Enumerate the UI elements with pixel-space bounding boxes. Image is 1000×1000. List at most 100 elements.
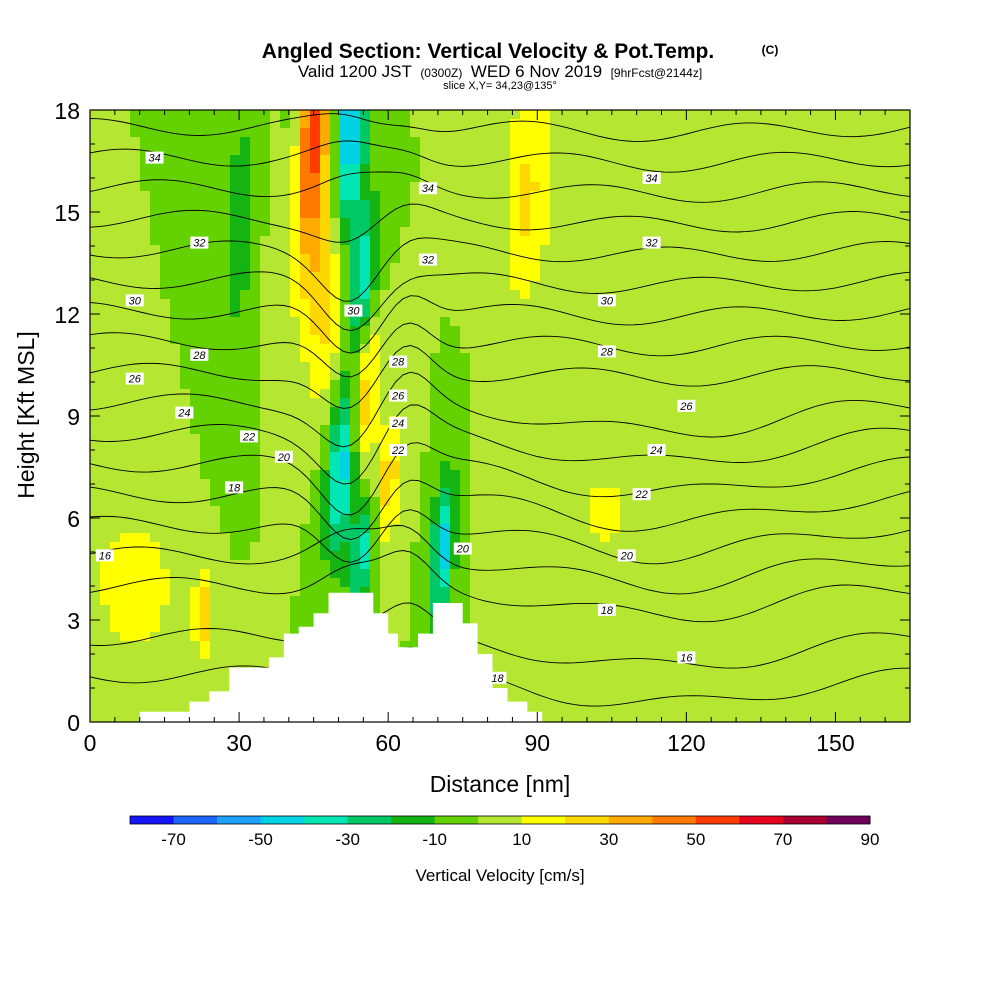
velocity-cell xyxy=(500,110,511,120)
velocity-cell xyxy=(670,479,681,489)
velocity-cell xyxy=(540,524,551,534)
velocity-cell xyxy=(800,362,811,372)
velocity-cell xyxy=(860,470,871,480)
velocity-cell xyxy=(110,191,121,201)
velocity-cell xyxy=(600,173,611,183)
velocity-cell xyxy=(680,416,691,426)
velocity-cell xyxy=(330,578,341,588)
velocity-cell xyxy=(190,452,201,462)
velocity-cell xyxy=(540,416,551,426)
velocity-cell xyxy=(700,362,711,372)
velocity-cell xyxy=(250,524,261,534)
velocity-cell xyxy=(350,146,361,156)
velocity-cell xyxy=(520,461,531,471)
velocity-cell xyxy=(600,164,611,174)
velocity-cell xyxy=(720,137,731,147)
velocity-cell xyxy=(660,308,671,318)
velocity-cell xyxy=(670,245,681,255)
velocity-cell xyxy=(800,272,811,282)
velocity-cell xyxy=(250,281,261,291)
velocity-cell xyxy=(170,200,181,210)
velocity-cell xyxy=(390,560,401,570)
velocity-cell xyxy=(700,650,711,660)
velocity-cell xyxy=(460,335,471,345)
velocity-cell xyxy=(170,542,181,552)
velocity-cell xyxy=(540,236,551,246)
velocity-cell xyxy=(180,380,191,390)
velocity-cell xyxy=(110,182,121,192)
velocity-cell xyxy=(110,146,121,156)
velocity-cell xyxy=(170,470,181,480)
velocity-cell xyxy=(760,290,771,300)
velocity-cell xyxy=(180,497,191,507)
velocity-cell xyxy=(480,254,491,264)
velocity-cell xyxy=(660,623,671,633)
velocity-cell xyxy=(350,236,361,246)
velocity-cell xyxy=(900,236,910,246)
velocity-cell xyxy=(510,515,521,525)
velocity-cell xyxy=(690,182,701,192)
velocity-cell xyxy=(260,605,271,615)
velocity-cell xyxy=(440,209,451,219)
velocity-cell xyxy=(310,506,321,516)
velocity-cell xyxy=(270,380,281,390)
velocity-cell xyxy=(170,596,181,606)
velocity-cell xyxy=(370,425,381,435)
velocity-cell xyxy=(760,209,771,219)
velocity-cell xyxy=(820,488,831,498)
velocity-cell xyxy=(240,245,251,255)
velocity-cell xyxy=(370,281,381,291)
velocity-cell xyxy=(290,587,301,597)
velocity-cell xyxy=(440,542,451,552)
velocity-cell xyxy=(540,146,551,156)
velocity-cell xyxy=(220,362,231,372)
velocity-cell xyxy=(490,434,501,444)
velocity-cell xyxy=(770,614,781,624)
velocity-cell xyxy=(370,236,381,246)
velocity-cell xyxy=(560,560,571,570)
velocity-cell xyxy=(650,164,661,174)
velocity-cell xyxy=(360,407,371,417)
velocity-cell xyxy=(140,209,151,219)
velocity-cell xyxy=(700,515,711,525)
velocity-cell xyxy=(710,470,721,480)
velocity-cell xyxy=(520,281,531,291)
velocity-cell xyxy=(490,353,501,363)
velocity-cell xyxy=(900,533,910,543)
velocity-cell xyxy=(240,254,251,264)
velocity-cell xyxy=(460,479,471,489)
velocity-cell xyxy=(190,128,201,138)
velocity-cell xyxy=(380,353,391,363)
velocity-cell xyxy=(630,650,641,660)
velocity-cell xyxy=(730,614,741,624)
velocity-cell xyxy=(490,488,501,498)
velocity-cell xyxy=(600,614,611,624)
velocity-cell xyxy=(880,389,891,399)
velocity-cell xyxy=(690,497,701,507)
velocity-cell xyxy=(390,407,401,417)
velocity-cell xyxy=(220,272,231,282)
velocity-cell xyxy=(380,389,391,399)
velocity-cell xyxy=(810,335,821,345)
velocity-cell xyxy=(520,209,531,219)
velocity-cell xyxy=(200,209,211,219)
velocity-cell xyxy=(770,245,781,255)
velocity-cell xyxy=(420,443,431,453)
velocity-cell xyxy=(490,200,501,210)
velocity-cell xyxy=(410,452,421,462)
velocity-cell xyxy=(800,308,811,318)
velocity-cell xyxy=(400,524,411,534)
velocity-cell xyxy=(780,281,791,291)
velocity-cell xyxy=(300,470,311,480)
velocity-cell xyxy=(880,632,891,642)
velocity-cell xyxy=(520,452,531,462)
velocity-cell xyxy=(320,407,331,417)
velocity-cell xyxy=(220,506,231,516)
velocity-cell xyxy=(820,533,831,543)
velocity-cell xyxy=(520,443,531,453)
velocity-cell xyxy=(210,317,221,327)
velocity-cell xyxy=(780,137,791,147)
velocity-cell xyxy=(380,533,391,543)
velocity-cell xyxy=(330,461,341,471)
velocity-cell xyxy=(470,578,481,588)
